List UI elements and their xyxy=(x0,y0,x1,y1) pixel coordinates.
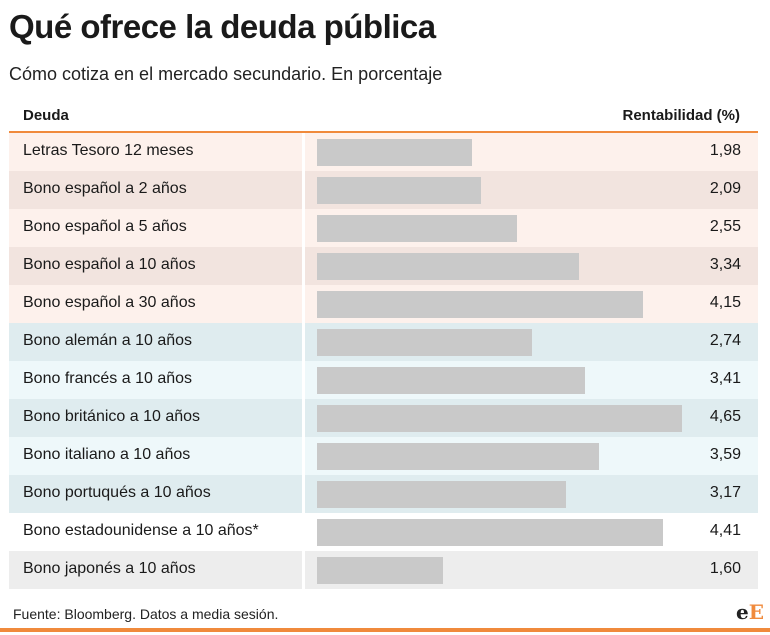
row-label: Bono italiano a 10 años xyxy=(23,446,191,463)
table-row: Bono italiano a 10 años 3,59 xyxy=(9,437,758,475)
row-separator xyxy=(302,323,305,361)
row-separator xyxy=(302,133,305,171)
table-row: Bono japonés a 10 años 1,60 xyxy=(9,551,758,589)
row-label: Bono español a 30 años xyxy=(23,294,196,311)
table-row: Bono británico a 10 años 4,65 xyxy=(9,399,758,437)
row-separator xyxy=(302,399,305,437)
brand-logo: eE xyxy=(736,600,764,624)
source-note: Fuente: Bloomberg. Datos a media sesión. xyxy=(13,606,279,622)
logo-letter-E: E xyxy=(748,600,764,624)
logo-letter-e: e xyxy=(736,600,749,624)
bar xyxy=(317,367,585,394)
row-label: Letras Tesoro 12 meses xyxy=(23,142,194,159)
chart-subtitle: Cómo cotiza en el mercado secundario. En… xyxy=(9,64,443,84)
value-label: 3,59 xyxy=(709,446,741,463)
bottom-accent-line xyxy=(0,628,770,632)
bar xyxy=(317,291,643,318)
value-label: 3,41 xyxy=(709,370,741,387)
value-label: 4,15 xyxy=(709,294,741,311)
bar xyxy=(317,139,473,166)
value-label: 2,55 xyxy=(709,218,741,235)
row-label: Bono español a 10 años xyxy=(23,256,196,273)
table-row: Bono español a 5 años 2,55 xyxy=(9,209,758,247)
table-row: Bono alemán a 10 años 2,74 xyxy=(9,323,758,361)
table-row: Bono francés a 10 años 3,41 xyxy=(9,361,758,399)
row-separator xyxy=(302,361,305,399)
row-label: Bono alemán a 10 años xyxy=(23,332,193,349)
value-label: 1,60 xyxy=(709,560,741,577)
column-header-debt: Deuda xyxy=(23,107,69,124)
bar xyxy=(317,481,566,508)
value-label: 2,09 xyxy=(709,180,741,197)
bar-table: Letras Tesoro 12 meses 1,98 Bono español a… xyxy=(9,133,758,589)
value-label: 3,17 xyxy=(709,484,741,501)
value-label: 2,74 xyxy=(709,332,741,349)
row-separator xyxy=(302,247,305,285)
value-label: 4,41 xyxy=(709,522,741,539)
row-separator xyxy=(302,475,305,513)
row-label: Bono francés a 10 años xyxy=(23,370,193,387)
table-row: Bono estadounidense a 10 años* 4,41 xyxy=(9,513,758,551)
value-label: 3,34 xyxy=(709,256,741,273)
chart-title: Qué ofrece la deuda pública xyxy=(9,8,436,45)
table-header: Deuda Rentabilidad (%) xyxy=(9,102,758,133)
row-separator xyxy=(302,513,305,551)
row-label: Bono estadounidense a 10 años* xyxy=(23,522,259,539)
bar xyxy=(317,329,533,356)
bar xyxy=(317,519,664,546)
row-label: Bono español a 2 años xyxy=(23,180,187,197)
row-label: Bono británico a 10 años xyxy=(23,408,201,425)
table-row: Letras Tesoro 12 meses 1,98 xyxy=(9,133,758,171)
row-separator xyxy=(302,285,305,323)
row-label: Bono portuqués a 10 años xyxy=(23,484,211,501)
row-label: Bono japonés a 10 años xyxy=(23,560,196,577)
bar xyxy=(317,405,682,432)
bar xyxy=(317,177,482,204)
row-separator xyxy=(302,171,305,209)
bar xyxy=(317,253,580,280)
bar xyxy=(317,443,599,470)
value-label: 1,98 xyxy=(709,142,741,159)
table-row: Bono español a 2 años 2,09 xyxy=(9,171,758,209)
row-label: Bono español a 5 años xyxy=(23,218,187,235)
value-label: 4,65 xyxy=(709,408,741,425)
bar xyxy=(317,215,518,242)
row-separator xyxy=(302,209,305,247)
table-row: Bono portuqués a 10 años 3,17 xyxy=(9,475,758,513)
row-separator xyxy=(302,437,305,475)
row-separator xyxy=(302,551,305,589)
bar xyxy=(317,557,443,584)
table-row: Bono español a 10 años 3,34 xyxy=(9,247,758,285)
table-row: Bono español a 30 años 4,15 xyxy=(9,285,758,323)
column-header-yield: Rentabilidad (%) xyxy=(622,107,740,124)
